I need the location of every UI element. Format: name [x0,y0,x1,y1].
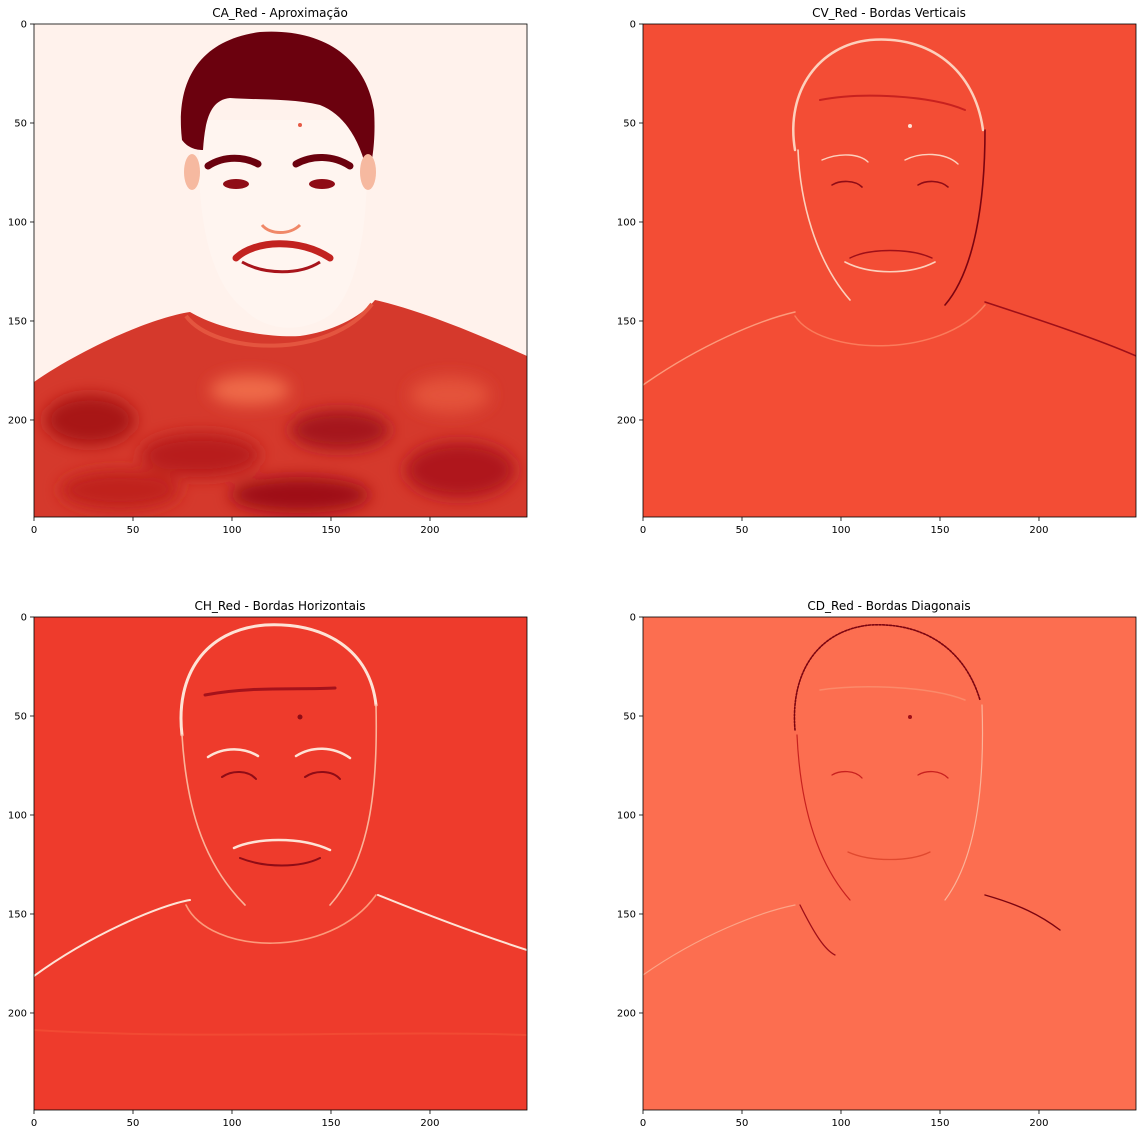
panel-cv-ytick-label-100: 100 [617,217,636,228]
panel-cd-xtick-label-0: 0 [640,1118,646,1129]
ca-face [198,120,367,328]
ch-background [34,617,527,1110]
panel-cv-ytick-label-150: 150 [617,316,636,327]
panel-ca-xtick-label-0: 0 [31,525,37,536]
cd-background [643,617,1136,1110]
panel-ch-ytick-label-100: 100 [8,810,27,821]
panel-ch: CH_Red - Bordas Horizontais [8,599,528,1130]
panel-cv-frame [642,23,1137,518]
panel-ch-ytick-label-150: 150 [8,909,27,920]
panel-cd-ytick-label-150: 150 [617,909,636,920]
ca-collar [184,302,374,348]
ca-moustache [232,240,334,262]
panel-ca-xtick-label-150: 150 [321,525,340,536]
panel-cv-ytick-label-0: 0 [630,20,636,31]
panel-ch-xtick-label-0: 0 [31,1118,37,1129]
ca-hair [180,31,375,176]
cv-edges [643,38,1136,386]
ca-shirt-texture [45,375,515,513]
panel-ca-axes: 0 50 100 150 200 0 50 100 150 200 [8,20,440,537]
panel-ca-title: CA_Red - Aproximação [212,6,348,20]
panel-ch-xtick-label-150: 150 [321,1118,340,1129]
panel-ca-ytick-label-0: 0 [21,20,27,31]
panel-cv-xtick-label-150: 150 [930,525,949,536]
panel-cv-ytick-label-50: 50 [623,118,636,129]
ca-eyebrow-left [204,154,262,170]
panel-ca-xtick-label-50: 50 [127,525,140,536]
ca-ear-right [360,154,376,190]
panel-cd-ytick-label-0: 0 [630,613,636,624]
cd-edges [643,624,1061,976]
panel-cd-xtick-label-200: 200 [1029,1118,1048,1129]
panel-ch-xtick-label-200: 200 [420,1118,439,1129]
ca-eye-right [309,179,335,189]
panel-cd-xtick-label-150: 150 [930,1118,949,1129]
panel-ch-xtick-label-50: 50 [127,1118,140,1129]
panel-ca-ytick-label-50: 50 [14,118,27,129]
panel-ch-ytick-label-0: 0 [21,613,27,624]
panel-ch-xtick-label-100: 100 [222,1118,241,1129]
panel-cd-xtick-label-50: 50 [736,1118,749,1129]
panel-cv: CV_Red - Bordas Verticais 0 50 100 150 2 [617,6,1137,537]
panel-cv-ytick-label-200: 200 [617,415,636,426]
panel-cv-xtick-label-200: 200 [1029,525,1048,536]
ca-eyebrow-right [292,154,354,170]
panel-cv-xtick-label-0: 0 [640,525,646,536]
panel-ch-ytick-label-50: 50 [14,711,27,722]
panel-cd-image [643,617,1136,1110]
panel-cd-ytick-label-100: 100 [617,810,636,821]
ca-mouth [241,260,321,274]
panel-cd-frame [642,616,1137,1111]
panel-cd-ytick-label-200: 200 [617,1008,636,1019]
panel-ch-frame [33,616,528,1111]
panel-cv-title: CV_Red - Bordas Verticais [812,6,966,20]
panel-ch-title: CH_Red - Bordas Horizontais [194,599,365,613]
panel-ch-image [34,617,527,1110]
panel-cv-xtick-label-100: 100 [831,525,850,536]
panel-ch-axes: 0 50 100 150 200 0 50 100 150 200 [8,613,440,1130]
panel-cv-image [643,24,1136,517]
panel-ca-frame [33,23,528,518]
panel-ca-ytick-label-200: 200 [8,415,27,426]
ch-edges [34,623,527,1036]
panel-cd-title: CD_Red - Bordas Diagonais [807,599,970,613]
panel-cd-axes: 0 50 100 150 200 0 50 100 150 200 [617,613,1049,1130]
ca-nose [260,223,302,234]
panel-ca: CA_Red - Aproximação [8,6,528,537]
panel-cd-xtick-label-100: 100 [831,1118,850,1129]
panel-ca-image [34,24,527,517]
panel-ch-ytick-label-200: 200 [8,1008,27,1019]
panel-ca-ytick-label-150: 150 [8,316,27,327]
ca-eye-left [223,179,249,189]
cv-background [643,24,1136,517]
panel-cd: CD_Red - Bordas Diagonais 0 50 100 150 200 0 5… [617,599,1137,1130]
panel-ca-xtick-label-200: 200 [420,525,439,536]
panel-ca-ytick-label-100: 100 [8,217,27,228]
ca-ear-left [184,154,200,190]
panel-ca-xtick-label-100: 100 [222,525,241,536]
ca-mole [298,123,302,127]
panel-cv-xtick-label-50: 50 [736,525,749,536]
panel-cd-ytick-label-50: 50 [623,711,636,722]
panel-cv-axes: 0 50 100 150 200 0 50 100 150 200 [617,20,1049,537]
